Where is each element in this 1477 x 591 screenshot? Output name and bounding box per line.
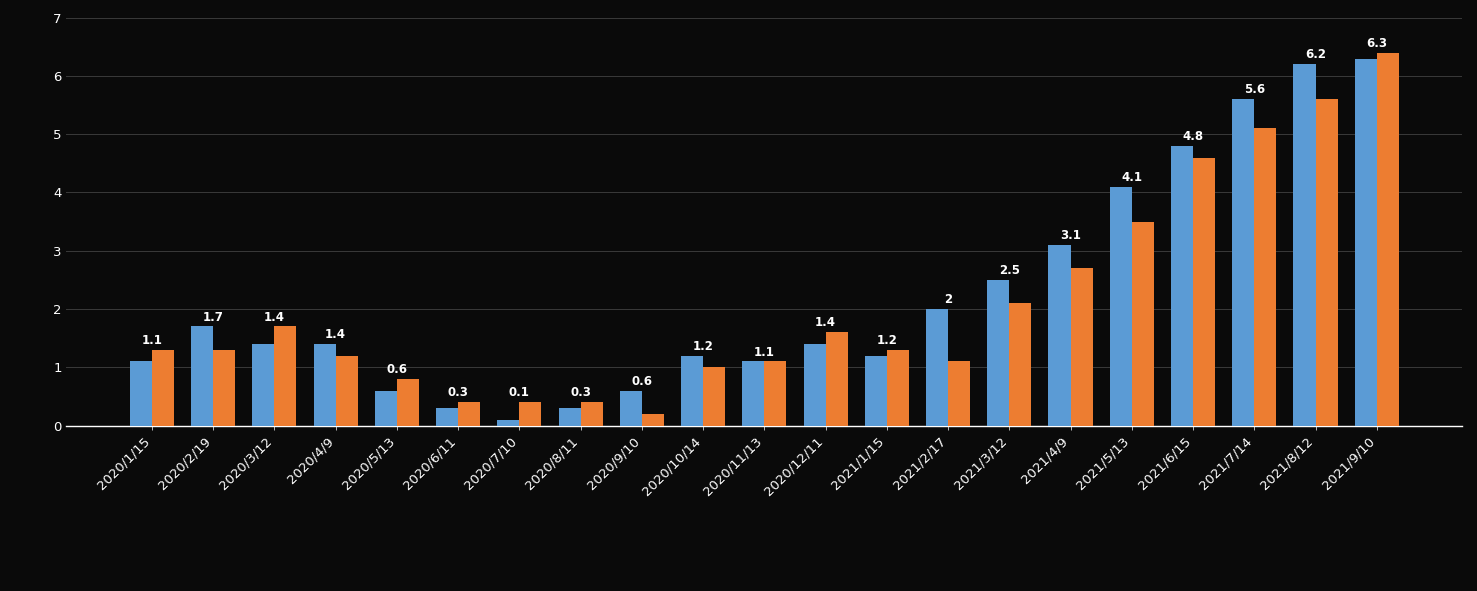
Text: 5.6: 5.6 — [1244, 83, 1264, 96]
Bar — [1254, 128, 1276, 426]
Text: 0.6: 0.6 — [631, 375, 653, 388]
Bar — [520, 402, 542, 426]
Bar — [620, 391, 642, 426]
Bar — [397, 379, 419, 426]
Bar — [1316, 99, 1338, 426]
Bar — [681, 356, 703, 426]
Bar — [987, 280, 1009, 426]
Text: 1.1: 1.1 — [142, 334, 162, 347]
Bar — [191, 326, 213, 426]
Bar — [926, 309, 948, 426]
Bar — [948, 362, 970, 426]
Bar — [703, 367, 725, 426]
Bar — [1193, 158, 1216, 426]
Bar — [642, 414, 665, 426]
Text: 1.1: 1.1 — [753, 346, 775, 359]
Bar — [458, 402, 480, 426]
Text: 0.1: 0.1 — [510, 387, 530, 400]
Text: 1.4: 1.4 — [264, 311, 285, 324]
Bar — [1109, 187, 1131, 426]
Bar — [152, 350, 174, 426]
Bar — [765, 362, 786, 426]
Bar — [498, 420, 520, 426]
Text: 1.4: 1.4 — [815, 316, 836, 329]
Text: 1.7: 1.7 — [202, 311, 223, 324]
Bar — [275, 326, 297, 426]
Text: 2: 2 — [944, 293, 953, 306]
Text: 0.3: 0.3 — [570, 387, 591, 400]
Text: 4.8: 4.8 — [1183, 130, 1204, 143]
Text: 6.3: 6.3 — [1366, 37, 1387, 50]
Text: 1.4: 1.4 — [325, 328, 346, 341]
Bar — [253, 344, 275, 426]
Bar — [130, 362, 152, 426]
Bar — [864, 356, 886, 426]
Bar — [558, 408, 580, 426]
Bar — [436, 408, 458, 426]
Bar — [1354, 59, 1377, 426]
Bar — [826, 332, 848, 426]
Bar — [1294, 64, 1316, 426]
Text: 1.2: 1.2 — [693, 340, 713, 353]
Bar — [743, 362, 765, 426]
Bar — [375, 391, 397, 426]
Text: 6.2: 6.2 — [1306, 48, 1326, 61]
Bar — [1232, 99, 1254, 426]
Text: 1.2: 1.2 — [876, 334, 897, 347]
Bar — [1377, 53, 1399, 426]
Bar — [580, 402, 603, 426]
Text: 4.1: 4.1 — [1121, 171, 1142, 184]
Bar — [886, 350, 908, 426]
Text: 3.1: 3.1 — [1060, 229, 1081, 242]
Text: 0.6: 0.6 — [387, 363, 408, 376]
Bar — [313, 344, 335, 426]
Text: 0.3: 0.3 — [448, 387, 468, 400]
Bar — [1131, 222, 1154, 426]
Bar — [213, 350, 235, 426]
Bar — [803, 344, 826, 426]
Bar — [1071, 268, 1093, 426]
Text: 2.5: 2.5 — [998, 264, 1019, 277]
Bar — [1009, 303, 1031, 426]
Bar — [335, 356, 357, 426]
Bar — [1171, 146, 1193, 426]
Bar — [1049, 245, 1071, 426]
